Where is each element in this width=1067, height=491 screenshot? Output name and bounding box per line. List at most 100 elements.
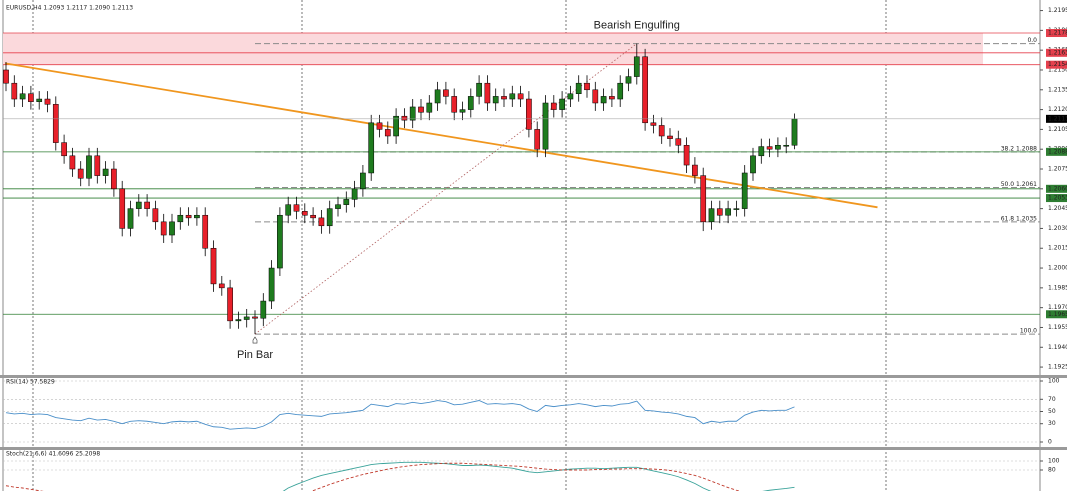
fib-label: 38.2 1.2088 [1001, 145, 1037, 152]
annotation: Pin Bar [237, 349, 273, 361]
price-tag [1046, 310, 1067, 319]
price-tag-label: 1.2060 [1048, 185, 1067, 192]
candle-body [526, 98, 532, 130]
y-tick-label: 1.2045 [1048, 205, 1067, 212]
candle-body [534, 129, 541, 150]
candle-body [351, 188, 358, 200]
current-price-label: 1.2113 [1048, 115, 1067, 122]
candle-body [301, 211, 308, 216]
candle-body [741, 172, 748, 209]
price-tag-label: 1.2154 [1048, 61, 1067, 68]
candle-body [459, 109, 466, 113]
candle-body [202, 214, 209, 249]
price-tag [1046, 48, 1067, 57]
y-tick-label: 100 [1048, 458, 1060, 465]
candle-body [409, 106, 416, 121]
price-tag [1046, 60, 1067, 69]
candle-body [393, 115, 399, 137]
y-tick-label: 80 [1048, 467, 1056, 474]
y-tick-label: 1.1985 [1048, 284, 1067, 291]
candle-body [28, 93, 34, 102]
candle-body [210, 247, 217, 285]
candle-body [592, 89, 599, 104]
y-tick-label: 70 [1048, 396, 1056, 403]
candle-body [584, 82, 590, 91]
candle-body [692, 164, 698, 176]
candle-body [642, 56, 648, 124]
candle-body [492, 96, 499, 104]
candle-body [617, 82, 624, 100]
candle-body [127, 208, 134, 229]
candle-body [3, 69, 9, 84]
candle-body [52, 104, 59, 143]
candle-body [708, 208, 715, 223]
candle-body [609, 96, 615, 100]
y-tick-label: 30 [1048, 420, 1056, 427]
price-tag-label: 1.2053 [1048, 195, 1067, 202]
annotation: Bearish Engulfing [594, 19, 680, 31]
candle-body [667, 135, 673, 139]
candle-body [750, 155, 756, 174]
y-tick-label: 1.2195 [1048, 7, 1067, 14]
y-tick-label: 1.1955 [1048, 324, 1067, 331]
candle-body [501, 96, 507, 100]
candle-body [426, 102, 433, 113]
candle-body [185, 214, 192, 219]
candle-body [758, 146, 765, 157]
candle-body [318, 217, 325, 227]
y-tick-label: 50 [1048, 408, 1056, 415]
y-tick-label: 1.1925 [1048, 364, 1067, 371]
candle-body [384, 129, 391, 137]
supply-zone [3, 33, 983, 65]
price-tag-label: 1.2178 [1048, 30, 1067, 37]
y-tick-label: 1.2030 [1048, 225, 1067, 232]
candle-body [368, 122, 375, 174]
candle-body [135, 201, 142, 209]
candle-body [169, 221, 175, 236]
fib-label: 100.0 [1020, 328, 1037, 335]
price-tag-label: 1.1965 [1048, 311, 1067, 318]
y-tick-label: 100 [1048, 378, 1060, 385]
candle-body [268, 267, 275, 302]
candle-body [260, 300, 267, 319]
candle-body [310, 214, 316, 219]
candle-body [476, 82, 482, 97]
candle-body [683, 144, 690, 166]
candle-body [235, 319, 242, 322]
fib-connector [254, 43, 638, 335]
candle-body [625, 76, 632, 84]
candle-body [77, 168, 84, 179]
indicator-line [5, 400, 795, 430]
candle-body [293, 204, 300, 212]
y-tick-label: 1.2015 [1048, 245, 1067, 252]
y-tick-label: 1.1940 [1048, 344, 1067, 351]
candle-body [567, 93, 574, 100]
candle-body [775, 144, 781, 150]
y-tick-label: 1.2120 [1048, 106, 1067, 113]
panel-divider [0, 447, 1067, 450]
candle-body [733, 208, 740, 210]
candle-body [401, 115, 408, 121]
candle-body [509, 93, 516, 100]
candle-body [69, 155, 76, 170]
candle-body [227, 287, 233, 322]
candle-body [285, 204, 292, 216]
price-tag [1046, 147, 1067, 156]
candle-body [675, 138, 682, 146]
candle-body [61, 142, 67, 157]
candle-body [144, 201, 150, 209]
candle-body [194, 214, 200, 219]
candle-body [177, 214, 184, 223]
candle-body [783, 144, 790, 147]
candle-body [575, 82, 582, 95]
fib-label: 61.8 1.2035 [1001, 215, 1037, 222]
stoch-title: Stoch(21,6,6) 41.6096 25.2098 [6, 451, 100, 458]
rsi-plot [3, 380, 1040, 443]
price-tag [1046, 184, 1067, 193]
candle-body [86, 155, 92, 179]
fib-label: 0.0 [1027, 37, 1037, 44]
candle-body [559, 98, 565, 110]
candle-body [11, 82, 18, 100]
candle-body [467, 96, 474, 110]
candle-body [102, 168, 109, 176]
